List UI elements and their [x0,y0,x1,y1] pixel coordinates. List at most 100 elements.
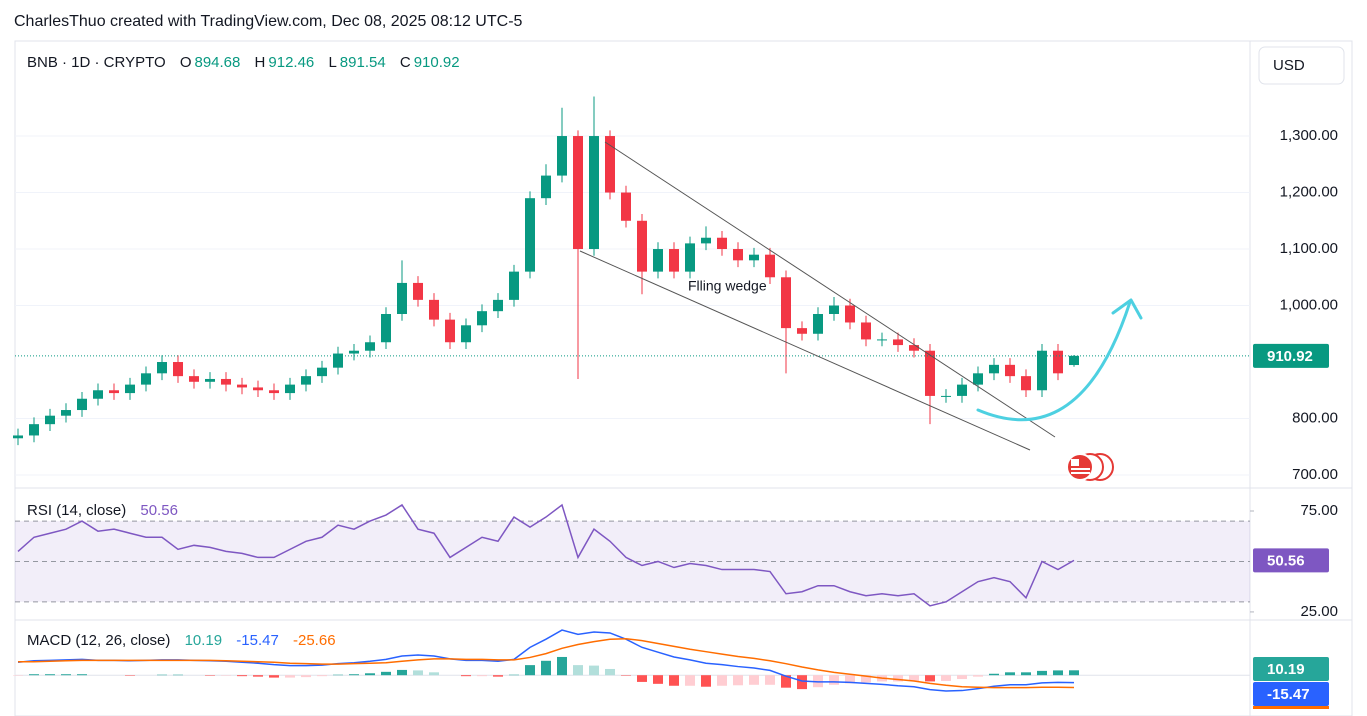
candle-body [509,271,519,300]
candle-body [525,198,535,272]
candle-body [877,339,887,341]
candle-body [61,410,71,416]
signal-marker [1253,706,1329,709]
histogram-bar [765,675,775,685]
y-tick-label: 75.00 [1300,502,1338,519]
candle-body [733,249,743,261]
macd-value: -15.47 [236,632,279,649]
ohlc-value: 910.92 [413,54,460,71]
candle-body [973,373,983,385]
wedge-upper-line [604,141,1056,438]
arrow-head [1111,298,1143,320]
candle-body [189,376,199,382]
y-tick-label: 25.00 [1300,603,1338,620]
rsi-title: RSI (14, close) [27,502,127,519]
rsi-tag: 50.56 [1267,552,1305,569]
frame [14,40,1353,716]
annotation: Flling wedge [688,278,767,294]
candle-body [141,373,151,385]
candle-body [173,362,183,377]
candle-body [221,378,231,385]
histogram-bar [365,673,375,676]
histogram-bar [893,675,903,682]
histogram-bar [589,665,599,676]
histogram-bar [653,675,663,684]
histogram-bar [429,672,439,676]
histogram-bar [1053,670,1063,676]
candle-body [125,384,135,394]
candle-body [317,367,327,377]
histogram-bar [317,675,327,677]
candle-body [333,353,343,368]
candle-body [605,136,615,193]
ohlc-label: H [254,54,266,71]
histogram-bar [845,675,855,684]
candle-body [1005,364,1015,377]
y-tick-label: 1,300.00 [1280,127,1338,144]
histogram-bar [301,675,311,678]
candle-body [797,328,807,334]
candle-body [573,136,583,250]
attribution: CharlesThuo created with TradingView.com… [14,13,523,30]
histogram-bar [1037,670,1047,676]
candle-body [301,376,311,385]
histogram-bar [253,675,263,677]
histogram-bar [557,656,567,676]
currency: USD [1273,57,1305,74]
histogram-bar [781,675,791,688]
candle-body [45,415,55,425]
histogram-value: 10.19 [184,632,223,649]
rsi-tag-bg [1253,548,1329,573]
histogram-bar [1005,672,1015,676]
histogram-bar [237,675,247,677]
histogram-bar [381,671,391,676]
histogram-bar [989,673,999,676]
histogram-bar [493,675,503,677]
candle-body [349,350,359,354]
candle-body [1037,350,1047,391]
histogram-bar [701,675,711,687]
candle-body [1053,350,1063,374]
histogram-bar [941,675,951,681]
histogram-tag: 10.19 [1267,661,1305,678]
histogram-bar [477,675,487,677]
candle-body [893,339,903,346]
candle-body [685,243,695,272]
candle-body [557,136,567,176]
candle-body [669,249,679,272]
candle-body [845,305,855,323]
candle-body [429,299,439,320]
ohlc-label: L [328,54,337,71]
wedge-lower-line [579,250,1031,451]
price-legend: BNB · 1D · CRYPTO O 894.68 H 912.46 L 891.5… [27,54,463,71]
event-icon[interactable] [1066,453,1114,481]
histogram-bar [749,675,759,685]
signal-value: -25.66 [293,632,336,649]
candle-body [253,387,263,391]
candle-body [829,305,839,314]
candle-body [941,395,951,397]
histogram-bar [637,675,647,682]
y-tick-label: 1,200.00 [1280,184,1338,201]
histogram-bar [61,674,71,676]
candle-body [205,378,215,382]
histogram-bar [397,669,407,676]
candle-body [957,384,967,396]
macd-legend: MACD (12, 26, close) 10.19 -15.47 -25.66 [27,632,339,649]
candle-body [781,277,791,329]
candle-body [93,390,103,399]
symbol: BNB · 1D · CRYPTO [27,54,166,71]
candle-body [541,175,551,199]
candle-body [989,364,999,374]
rsi-legend: RSI (14, close) 50.56 [27,502,181,519]
histogram-bar [45,674,55,676]
candle-body [397,282,407,314]
y-tick-label: 1,100.00 [1280,240,1338,257]
currency-button[interactable] [1258,46,1345,85]
rsi-value: 50.56 [140,502,178,519]
histogram-bar [973,675,983,677]
y-tick-label: 800.00 [1292,409,1338,426]
rsi-line [17,503,1075,607]
candle-body [413,282,423,300]
candle-body [461,325,471,343]
